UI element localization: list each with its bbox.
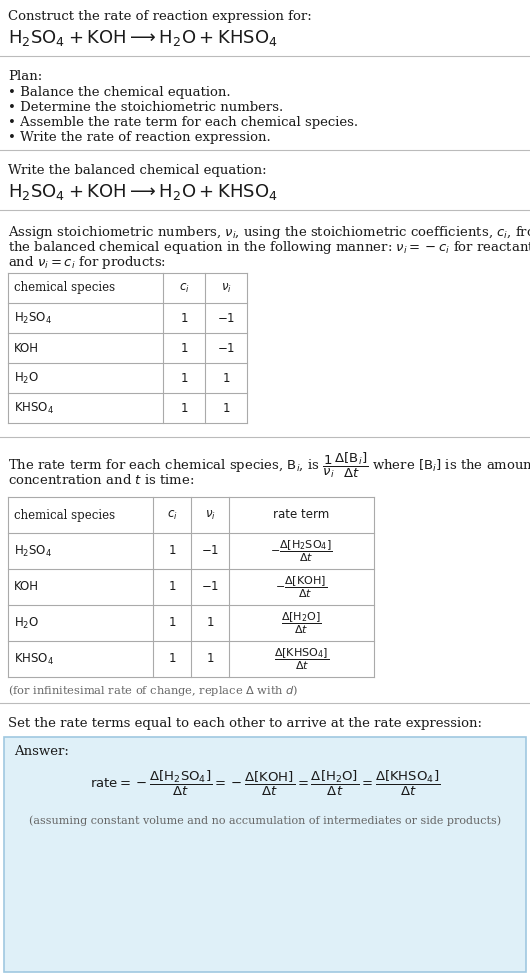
Text: Answer:: Answer: (14, 745, 69, 758)
Text: and $\nu_i = c_i$ for products:: and $\nu_i = c_i$ for products: (8, 254, 166, 271)
Text: $\nu_i$: $\nu_i$ (205, 508, 215, 521)
Text: $\mathrm{H_2SO_4 + KOH \longrightarrow H_2O + KHSO_4}$: $\mathrm{H_2SO_4 + KOH \longrightarrow H… (8, 182, 278, 202)
Text: Write the balanced chemical equation:: Write the balanced chemical equation: (8, 164, 267, 177)
Text: $\mathrm{H_2O}$: $\mathrm{H_2O}$ (14, 616, 39, 630)
Text: 1: 1 (180, 342, 188, 354)
Text: $c_i$: $c_i$ (166, 508, 178, 521)
Text: $1$: $1$ (222, 372, 230, 385)
Text: $-1$: $-1$ (217, 311, 235, 324)
Text: $-1$: $-1$ (201, 545, 219, 557)
Text: • Balance the chemical equation.: • Balance the chemical equation. (8, 86, 231, 99)
Text: concentration and $t$ is time:: concentration and $t$ is time: (8, 473, 195, 487)
Text: The rate term for each chemical species, $\mathrm{B}_i$, is $\dfrac{1}{\nu_i}\df: The rate term for each chemical species,… (8, 451, 530, 480)
Text: Set the rate terms equal to each other to arrive at the rate expression:: Set the rate terms equal to each other t… (8, 717, 482, 730)
Text: • Assemble the rate term for each chemical species.: • Assemble the rate term for each chemic… (8, 116, 358, 129)
Text: the balanced chemical equation in the following manner: $\nu_i = -c_i$ for react: the balanced chemical equation in the fo… (8, 239, 530, 256)
Text: $\nu_i$: $\nu_i$ (220, 281, 232, 295)
Text: $-\dfrac{\Delta[\mathrm{H_2SO_4}]}{\Delta t}$: $-\dfrac{\Delta[\mathrm{H_2SO_4}]}{\Delt… (270, 538, 333, 564)
Text: 1: 1 (180, 401, 188, 415)
Text: • Determine the stoichiometric numbers.: • Determine the stoichiometric numbers. (8, 101, 283, 114)
Text: $\mathrm{H_2SO_4 + KOH \longrightarrow H_2O + KHSO_4}$: $\mathrm{H_2SO_4 + KOH \longrightarrow H… (8, 28, 278, 48)
Text: rate term: rate term (273, 508, 330, 521)
Text: $\mathrm{H_2SO_4}$: $\mathrm{H_2SO_4}$ (14, 310, 52, 326)
Text: 1: 1 (168, 653, 176, 666)
Text: Assign stoichiometric numbers, $\nu_i$, using the stoichiometric coefficients, $: Assign stoichiometric numbers, $\nu_i$, … (8, 224, 530, 241)
Text: $\mathrm{H_2SO_4}$: $\mathrm{H_2SO_4}$ (14, 544, 52, 558)
Text: 1: 1 (168, 545, 176, 557)
Text: 1: 1 (168, 617, 176, 630)
Text: 1: 1 (168, 581, 176, 593)
Text: • Write the rate of reaction expression.: • Write the rate of reaction expression. (8, 131, 271, 144)
Text: (for infinitesimal rate of change, replace $\Delta$ with $d$): (for infinitesimal rate of change, repla… (8, 683, 298, 698)
Text: chemical species: chemical species (14, 281, 115, 295)
Text: $\mathrm{H_2O}$: $\mathrm{H_2O}$ (14, 371, 39, 386)
Text: $c_i$: $c_i$ (179, 281, 189, 295)
Text: $\mathrm{KHSO_4}$: $\mathrm{KHSO_4}$ (14, 651, 54, 667)
Text: Plan:: Plan: (8, 70, 42, 83)
Text: 1: 1 (180, 372, 188, 385)
Text: (assuming constant volume and no accumulation of intermediates or side products): (assuming constant volume and no accumul… (29, 815, 501, 826)
Text: $\dfrac{\Delta[\mathrm{KHSO_4}]}{\Delta t}$: $\dfrac{\Delta[\mathrm{KHSO_4}]}{\Delta … (274, 646, 329, 671)
Text: $\mathrm{KHSO_4}$: $\mathrm{KHSO_4}$ (14, 400, 54, 416)
Text: $1$: $1$ (222, 401, 230, 415)
Text: $1$: $1$ (206, 653, 214, 666)
Text: $\mathrm{rate} = -\dfrac{\Delta[\mathrm{H_2SO_4}]}{\Delta t} = -\dfrac{\Delta[\m: $\mathrm{rate} = -\dfrac{\Delta[\mathrm{… (90, 769, 440, 798)
Text: KOH: KOH (14, 342, 39, 354)
FancyBboxPatch shape (4, 737, 526, 972)
Text: $1$: $1$ (206, 617, 214, 630)
Text: chemical species: chemical species (14, 508, 115, 521)
Text: $\dfrac{\Delta[\mathrm{H_2O}]}{\Delta t}$: $\dfrac{\Delta[\mathrm{H_2O}]}{\Delta t}… (281, 610, 322, 635)
Text: 1: 1 (180, 311, 188, 324)
Text: $-1$: $-1$ (217, 342, 235, 354)
Text: $-1$: $-1$ (201, 581, 219, 593)
Text: $-\dfrac{\Delta[\mathrm{KOH}]}{\Delta t}$: $-\dfrac{\Delta[\mathrm{KOH}]}{\Delta t}… (276, 574, 328, 599)
Text: Construct the rate of reaction expression for:: Construct the rate of reaction expressio… (8, 10, 312, 23)
Text: KOH: KOH (14, 581, 39, 593)
